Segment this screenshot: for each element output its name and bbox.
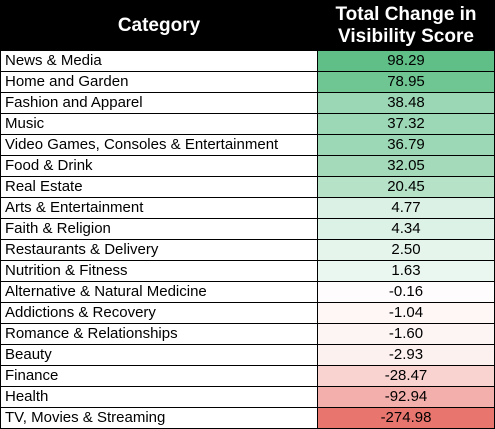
- table-row: TV, Movies & Streaming -274.98: [0, 407, 495, 429]
- value-cell: 78.95: [317, 71, 495, 93]
- table-row: Nutrition & Fitness 1.63: [0, 260, 495, 282]
- category-cell: Alternative & Natural Medicine: [0, 281, 318, 303]
- table-row: Video Games, Consoles & Entertainment 36.…: [0, 134, 495, 156]
- value-cell: 2.50: [317, 239, 495, 261]
- value-cell: -28.47: [317, 365, 495, 387]
- category-cell: Real Estate: [0, 176, 318, 198]
- category-cell: Romance & Relationships: [0, 323, 318, 345]
- value-cell: 1.63: [317, 260, 495, 282]
- category-cell: Video Games, Consoles & Entertainment: [0, 134, 318, 156]
- table-row: Restaurants & Delivery 2.50: [0, 239, 495, 261]
- category-cell: Restaurants & Delivery: [0, 239, 318, 261]
- value-cell: 98.29: [317, 50, 495, 72]
- category-cell: Beauty: [0, 344, 318, 366]
- table-row: Addictions & Recovery -1.04: [0, 302, 495, 324]
- table-row: Beauty -2.93: [0, 344, 495, 366]
- value-cell: 20.45: [317, 176, 495, 198]
- table-row: Food & Drink 32.05: [0, 155, 495, 177]
- category-cell: Health: [0, 386, 318, 408]
- value-cell: 32.05: [317, 155, 495, 177]
- value-cell: 38.48: [317, 92, 495, 114]
- table-row: Home and Garden 78.95: [0, 71, 495, 93]
- category-cell: TV, Movies & Streaming: [0, 407, 318, 429]
- table-body: News & Media 98.29 Home and Garden 78.95 Fas…: [0, 50, 495, 429]
- value-cell: -1.60: [317, 323, 495, 345]
- category-cell: Fashion and Apparel: [0, 92, 318, 114]
- table-row: Alternative & Natural Medicine -0.16: [0, 281, 495, 303]
- value-cell: 4.77: [317, 197, 495, 219]
- table-row: Real Estate 20.45: [0, 176, 495, 198]
- value-cell: -0.16: [317, 281, 495, 303]
- value-cell: 4.34: [317, 218, 495, 240]
- value-cell: -1.04: [317, 302, 495, 324]
- value-cell: -274.98: [317, 407, 495, 429]
- category-cell: Addictions & Recovery: [0, 302, 318, 324]
- table-row: Health -92.94: [0, 386, 495, 408]
- header-change: Total Change in Visibility Score: [317, 0, 495, 51]
- table-row: Faith & Religion 4.34: [0, 218, 495, 240]
- category-cell: Arts & Entertainment: [0, 197, 318, 219]
- value-cell: -92.94: [317, 386, 495, 408]
- category-cell: Finance: [0, 365, 318, 387]
- table-row: Romance & Relationships -1.60: [0, 323, 495, 345]
- value-cell: 37.32: [317, 113, 495, 135]
- header-row: Category Total Change in Visibility Scor…: [0, 0, 495, 51]
- table-row: Arts & Entertainment 4.77: [0, 197, 495, 219]
- category-cell: Home and Garden: [0, 71, 318, 93]
- category-cell: Nutrition & Fitness: [0, 260, 318, 282]
- category-cell: News & Media: [0, 50, 318, 72]
- table-row: Fashion and Apparel 38.48: [0, 92, 495, 114]
- category-cell: Music: [0, 113, 318, 135]
- table-row: Finance -28.47: [0, 365, 495, 387]
- table-row: Music 37.32: [0, 113, 495, 135]
- value-cell: 36.79: [317, 134, 495, 156]
- category-cell: Faith & Religion: [0, 218, 318, 240]
- category-cell: Food & Drink: [0, 155, 318, 177]
- header-category: Category: [0, 0, 318, 51]
- value-cell: -2.93: [317, 344, 495, 366]
- table-row: News & Media 98.29: [0, 50, 495, 72]
